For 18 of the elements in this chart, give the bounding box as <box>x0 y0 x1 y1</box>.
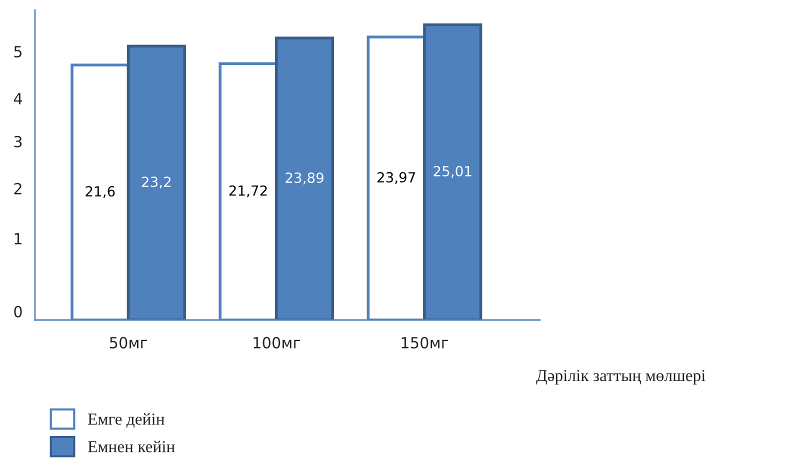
text: 5 <box>14 46 22 58</box>
text: 3 <box>14 136 22 148</box>
x-axis-title: Дәрілік заттың мөлшері <box>536 370 706 385</box>
data-label: 21,72 <box>229 185 267 198</box>
text: 2 <box>14 182 22 194</box>
text: 1 <box>14 233 22 244</box>
text: 0 <box>14 306 22 318</box>
legend-label: Емге дейін <box>88 413 164 428</box>
legend-label: Емнен кейін <box>88 440 175 452</box>
x-tick-label: 50мг <box>110 336 148 348</box>
data-label: 25,01 <box>434 166 472 178</box>
x-tick-label: 150мг <box>402 336 448 348</box>
data-label: 23,2 <box>142 176 171 189</box>
data-label: 23,97 <box>377 172 416 184</box>
data-label: 23,89 <box>286 172 324 184</box>
x-tick-label: 100мг <box>254 336 300 348</box>
data-label: 21,6 <box>86 186 115 198</box>
text: 4 <box>14 93 22 104</box>
